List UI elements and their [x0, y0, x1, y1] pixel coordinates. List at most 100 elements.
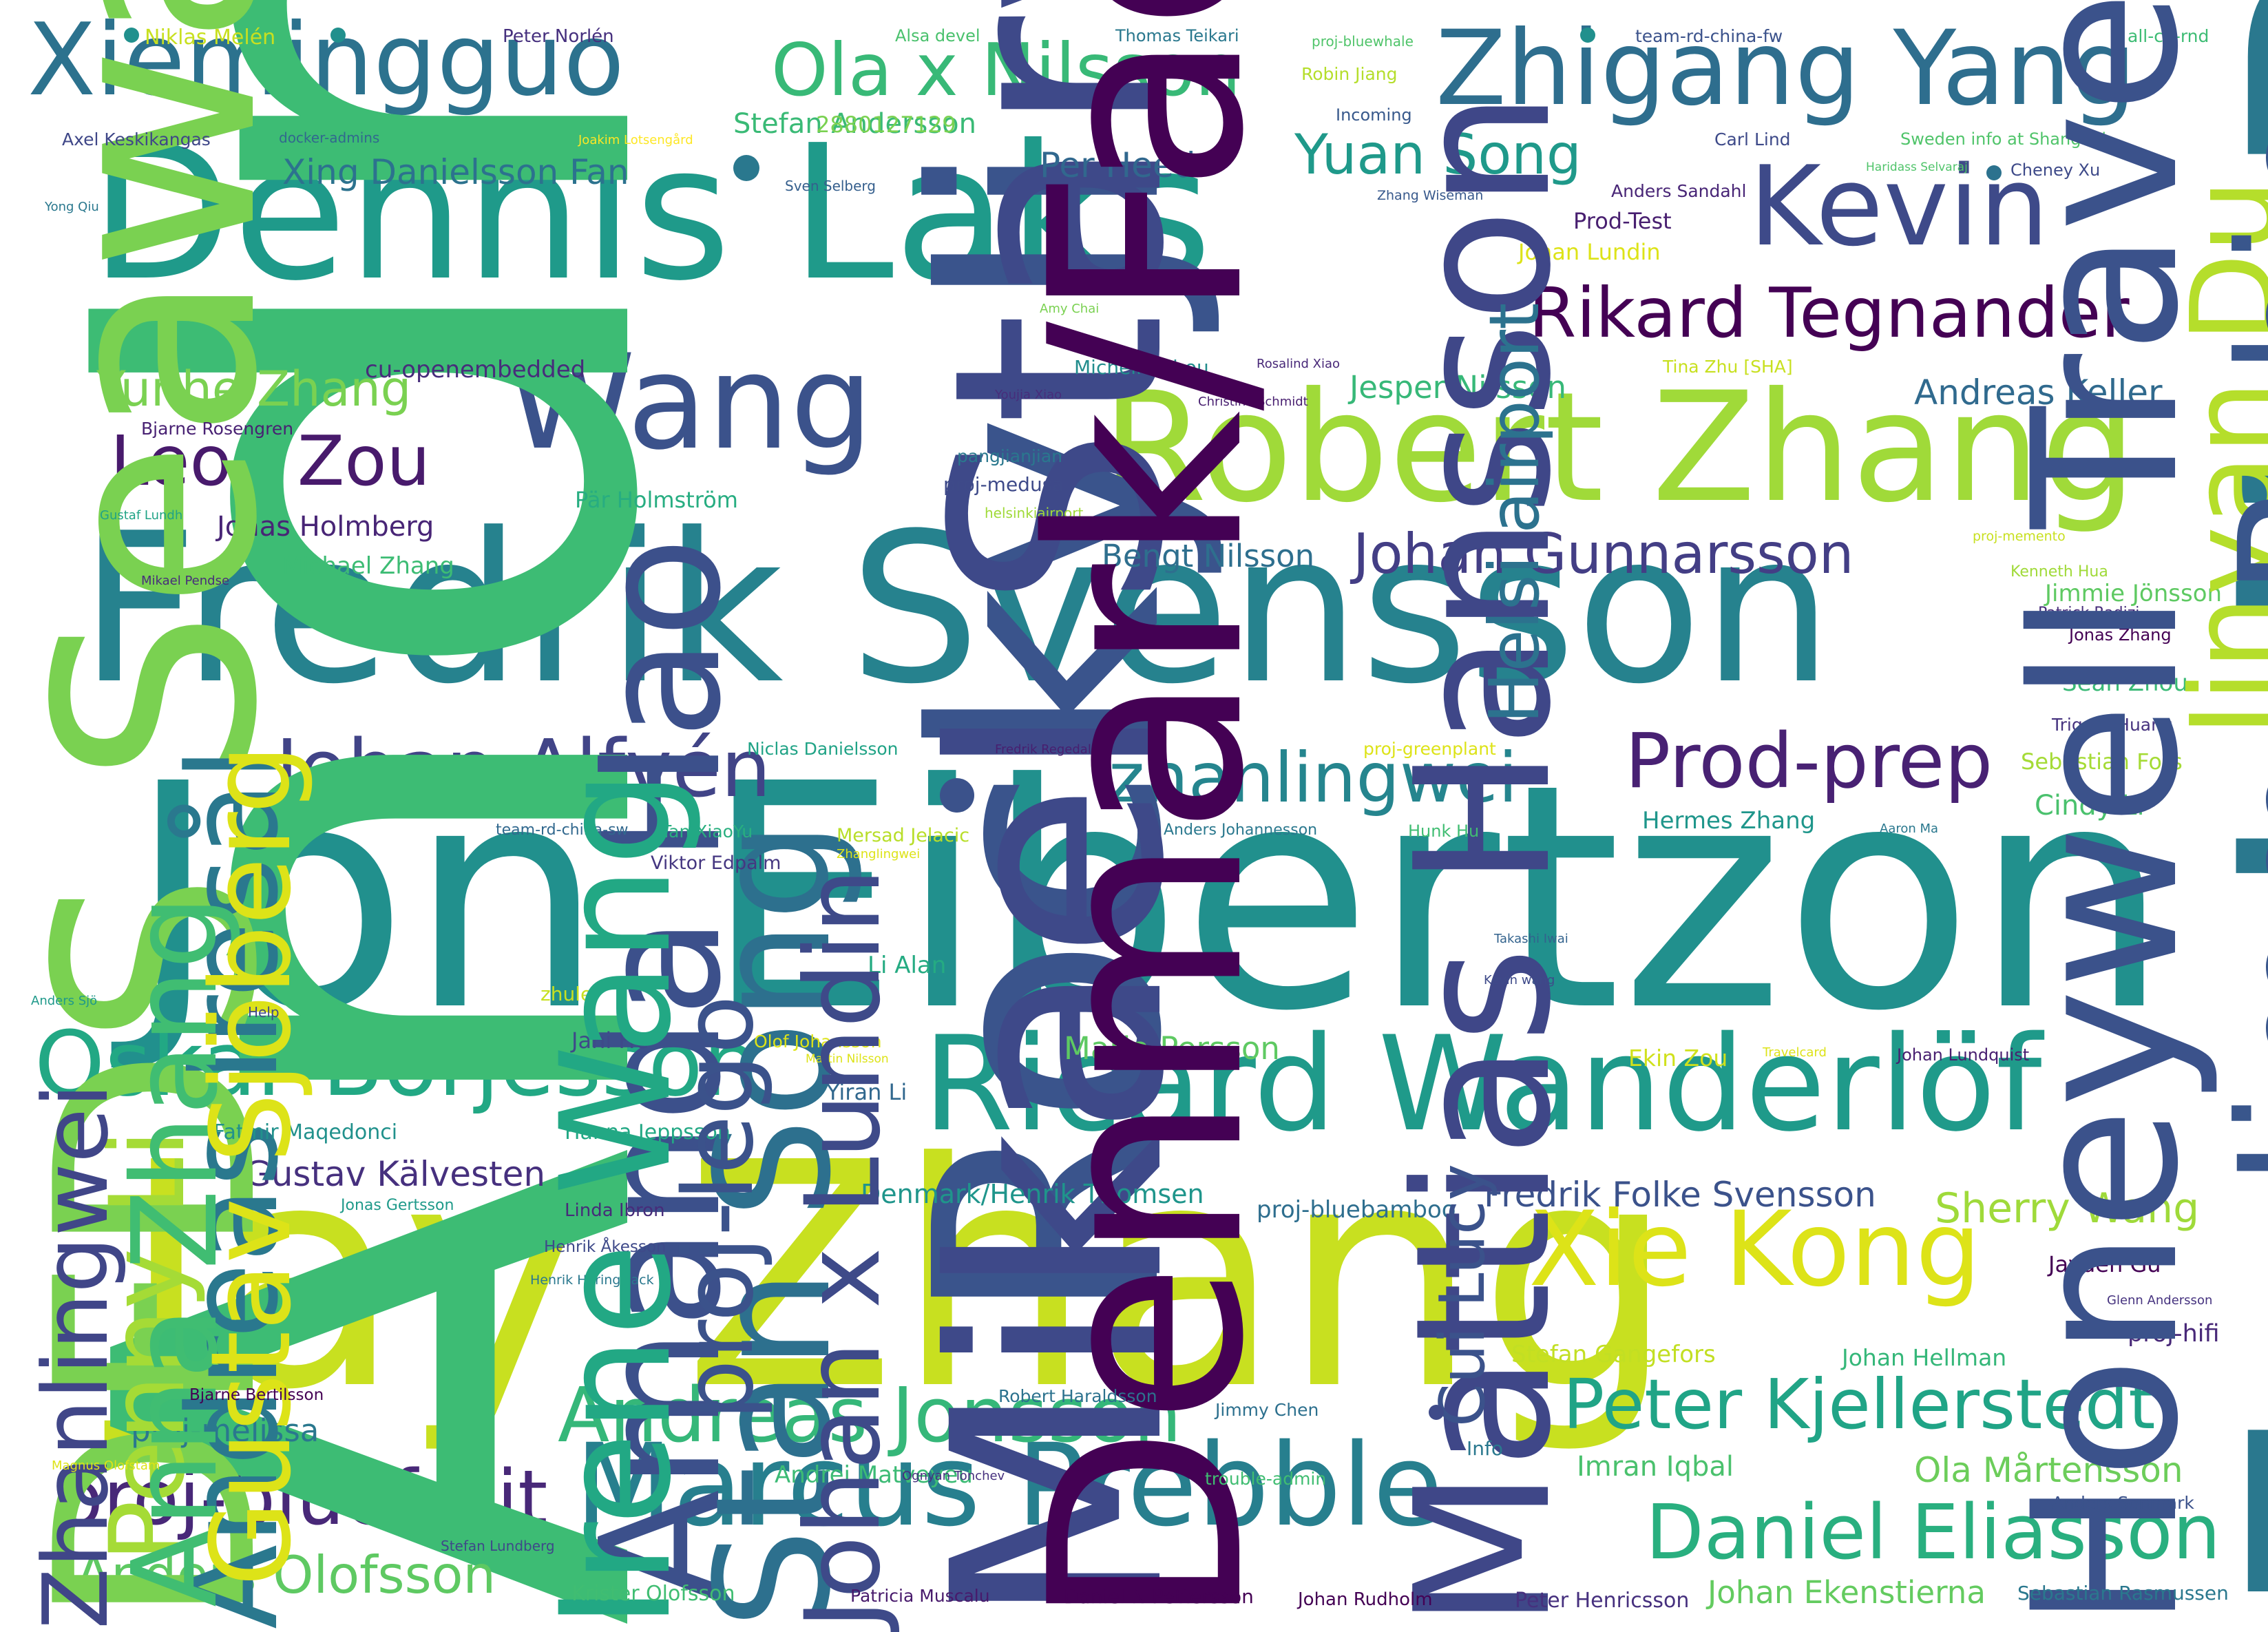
word-help: Help [248, 1004, 280, 1021]
word-cu-openembedded: cu-openembedded [365, 356, 586, 384]
word-jayden-gu: Jayden Gu [2048, 1251, 2161, 1277]
word-jonas-gertsson: Jonas Gertsson [341, 1197, 454, 1214]
word-jimmy-rubin: Jimmy Rubin [2203, 110, 2268, 1189]
word-team-rd-china-sw: team-rd-china-sw [496, 822, 629, 839]
word-proj-greenplant: proj-greenplant [1363, 739, 1496, 759]
word-robin-jiang: Robin Jiang [1301, 64, 1398, 84]
word-jimmie-jonsson: Jimmie Jönsson [2045, 580, 2223, 607]
word-thomas-teikari: Thomas Teikari [1115, 26, 1239, 45]
word-jani-he: Jani He [571, 1027, 649, 1054]
word-gustaf-lundh: Gustaf Lundh [100, 508, 183, 523]
word-helsinkiairport: helsinkiairport [985, 505, 1084, 521]
word-jonas-holmberg: Jonas Holmberg [217, 511, 434, 543]
word-maria-persson: Maria Persson [1064, 1030, 1280, 1067]
word-peter-henricsson: Peter Henricsson [1515, 1589, 1690, 1613]
word-peter-norlen: Peter Norlén [503, 26, 614, 47]
word-xiemingguo: Xiemingguo [28, 2, 624, 118]
word-hanna-jeppsson: Hanna Jeppsson [565, 1120, 731, 1144]
word-trigger-huang: Trigger Huang [2052, 715, 2173, 735]
word-andreas-keller: Andreas Keller [1914, 373, 2163, 412]
word-prod-prep: Prod-prep [1625, 717, 1993, 805]
word-denmark-henrik-thomsen: Denmark/Henrik Thomsen [861, 1179, 1204, 1209]
word-bjarne-rosengren: Bjarne Rosengren [141, 419, 294, 439]
word-cui-lucy: Cui Lucy [1427, 1164, 1499, 1427]
word-zhanlingwei: Zhanlingwei [23, 1082, 128, 1629]
word-johan-x-lundin: Johan x Lundin [784, 868, 903, 1629]
word-henrik-akesson: Henrik Åkesson [544, 1238, 666, 1256]
word-alsa-devel: Alsa devel [895, 26, 980, 45]
word-zhang-wiseman: Zhang Wiseman [1377, 188, 1484, 203]
word-takashi-iwai: Takashi Iwai [1494, 932, 1568, 946]
word-yuan-song: Yuan Song [1294, 123, 1582, 187]
word-robert-zhang: Robert Zhang [1102, 359, 2137, 536]
word-cindy-li: Cindy Li [2035, 790, 2145, 822]
word-gustav-sjoberg: Gustav Sjöberg [187, 744, 315, 1587]
word-dennis-laks: Dennis Laks [90, 105, 1212, 322]
word-bjarne-bertilsson: Bjarne Bertilsson [189, 1386, 324, 1404]
word-proj-melissa: proj-melissa [131, 1412, 319, 1449]
word-li-alan: Li Alan [868, 952, 947, 979]
word-andreas-jonsson: Andreas Jonsson [558, 1371, 1182, 1459]
word-tina-zhu-sha: Tina Zhu [SHA] [1663, 357, 1793, 377]
word-denmark-fadrique-avalle-arce: Denmark/Fadrique Avalle-Arce [994, 0, 1302, 1629]
word-honeywell-travel-card: Honeywell Travel Card [1991, 0, 2223, 1629]
word-kevin-wang: Kevin wang [1484, 973, 1555, 987]
word-fatmir-maqedonci: Fatmir Maqedonci [213, 1120, 398, 1144]
word-axel-keskikangas: Axel Keskikangas [62, 129, 211, 149]
word-anders-johannesson: Anders Johannesson [1164, 822, 1318, 839]
dot-mark [1580, 28, 1595, 43]
word-johan-alfven: Johan Alfvén [275, 723, 771, 815]
word-sweden-info-at-shanghai: Sweden info at Shanghai [1900, 129, 2107, 149]
word-zhulei: zhulei [540, 983, 598, 1005]
word-rosalind-xiao: Rosalind Xiao [1257, 357, 1341, 371]
word-haridass-selvaraj: Haridass Selvaraj [1866, 160, 1968, 174]
word-sherry-wang: Sherry Wang [1935, 1184, 2200, 1233]
word-jay-zhang: Jay Zhang [120, 1097, 1675, 1458]
word-proj-bluewhale: proj-bluewhale [1312, 33, 1414, 50]
word-marcus-prebble: Marcus Prebble [575, 1419, 1443, 1551]
word-glenn-andersson: Glenn Andersson [2107, 1293, 2213, 1308]
dot-mark [1429, 1405, 1444, 1420]
word-christina-schmidt: Christina Schmidt [1198, 395, 1308, 409]
word-fredrik-folke-svensson: Fredrik Folke Svensson [1484, 1175, 1876, 1215]
word-stefan-gangefors: Stefan Gangefors [1511, 1341, 1716, 1368]
word-jimmy-chen: Jimmy Chen [1215, 1400, 1319, 1420]
word-henrik-heringslack: Henrik Heringslack [530, 1273, 654, 1288]
word-travelcard: Travelcard [1763, 1045, 1827, 1060]
word-docker-admins: docker-admins [279, 129, 380, 146]
word-zhanlingwei: zhanlingwei [1109, 737, 1518, 818]
word-daniel-n-pettersson: Daniel N Pettersson [1064, 1585, 1254, 1608]
word-stefan-andersson: Stefan Andersson [733, 108, 977, 140]
word-fredrik-regedal: Fredrik Regedal [995, 742, 1091, 757]
word-sebastian-rasmussen: Sebastian Rasmussen [2017, 1582, 2229, 1604]
word-proj-memento: proj-memento [1973, 529, 2066, 544]
word-jesper-nilsson: Jesper Nilsson [1350, 369, 1567, 406]
word-johan-lundquist: Johan Lundquist [1897, 1045, 2030, 1065]
word-amy-chai: Amy Chai [1040, 302, 1100, 316]
word-sebastian-fors: Sebastian Fors [2021, 749, 2183, 775]
word-robert-haraldsson: Robert Haraldsson [998, 1386, 1157, 1406]
word-anders-olofsson: Anders Olofsson [76, 1545, 496, 1605]
word-joakim-lotsengard: Joakim Lotsengård [578, 133, 693, 147]
word-xing-danielsson-fan: Xing Danielsson Fan [282, 152, 629, 192]
word-ognyan-tonchev: Ognyan Tonchev [902, 1469, 1005, 1483]
word-hunk-hu: Hunk Hu [1408, 822, 1480, 841]
word-info: Info [1467, 1437, 1503, 1460]
word-johan-ekenstierna: Johan Ekenstierna [1708, 1574, 1986, 1611]
word-krister-olofsson: Krister Olofsson [571, 1582, 735, 1606]
word-johan-lundin: Johan Lundin [1518, 239, 1661, 265]
word-rikard-tegnander: Rikard Tegnander [1529, 273, 2130, 353]
word-andrei-matveyeu: Andrei Matveyeu [775, 1461, 973, 1489]
word-linda-ibron: Linda Ibron [565, 1200, 665, 1221]
word-jonas-zhang: Jonas Zhang [2069, 625, 2172, 645]
word-leon-zou: Leon Zou [110, 421, 430, 501]
word-proj-bluebamboo: proj-bluebamboo [1257, 1196, 1456, 1224]
word-daniel-eliasson: Daniel Eliasson [1646, 1488, 2221, 1576]
word-per-heed: Per Heed [1040, 145, 1196, 185]
word-niklas-melen: Niklas Melén [145, 25, 276, 50]
word-patricia-muscalu: Patricia Muscalu [850, 1586, 990, 1606]
word-trouble-admin: trouble-admin [1205, 1469, 1327, 1489]
dot-mark [330, 28, 346, 43]
dot-mark [940, 778, 974, 813]
word-tan-xiaoyu: Tan XiaoYu [661, 822, 753, 841]
